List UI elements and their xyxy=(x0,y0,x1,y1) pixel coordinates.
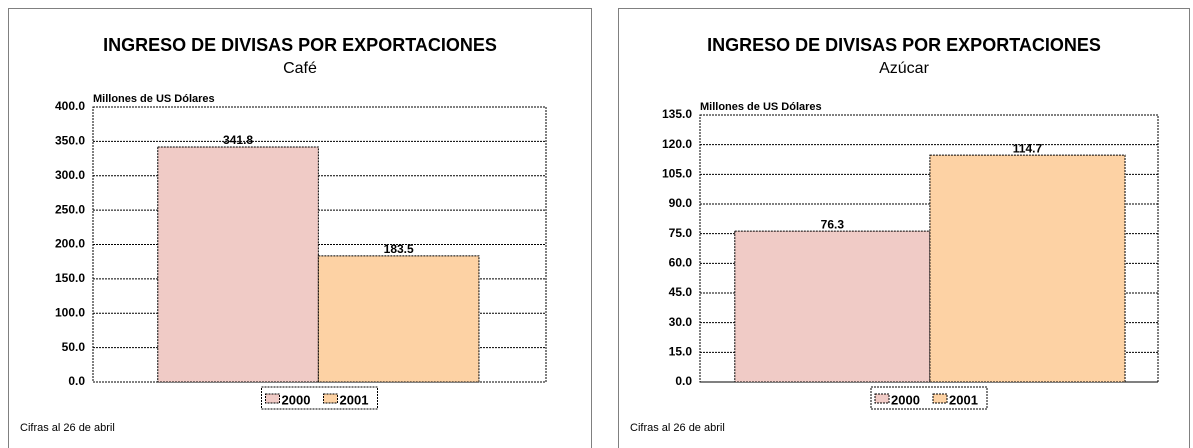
legend-box xyxy=(870,386,988,410)
legend-label: 2000 xyxy=(282,392,311,407)
chart-subtitle: Azúcar xyxy=(879,60,929,77)
y-tick-label: 350.0 xyxy=(55,134,85,148)
y-tick-label: 0.0 xyxy=(68,374,85,388)
y-tick-label: 150.0 xyxy=(55,271,85,285)
data-label: 341.8 xyxy=(223,133,253,147)
bar xyxy=(929,154,1126,383)
panel-border xyxy=(618,8,1190,448)
footnote: Cifras al 26 de abril xyxy=(630,422,725,434)
legend-swatch xyxy=(323,393,338,404)
y-tick-label: 15.0 xyxy=(669,345,693,359)
chart-subtitle: Café xyxy=(283,60,317,77)
chart-title: INGRESO DE DIVISAS POR EXPORTACIONES xyxy=(103,35,497,55)
y-tick-label: 300.0 xyxy=(55,168,85,182)
y-axis-label: Millones de US Dólares xyxy=(93,93,215,105)
y-tick-label: 90.0 xyxy=(669,196,693,210)
y-tick-label: 200.0 xyxy=(55,237,85,251)
y-tick-label: 0.0 xyxy=(675,374,692,388)
legend-swatch xyxy=(874,393,890,404)
y-tick-label: 100.0 xyxy=(55,305,85,319)
bar xyxy=(157,146,319,383)
bar xyxy=(317,255,480,383)
footnote: Cifras al 26 de abril xyxy=(20,422,115,434)
chart-panel: INGRESO DE DIVISAS POR EXPORTACIONES Café… xyxy=(8,8,592,448)
chart-title: INGRESO DE DIVISAS POR EXPORTACIONES xyxy=(707,35,1101,55)
legend-label: 2001 xyxy=(340,392,369,407)
bar xyxy=(734,230,931,383)
y-tick-label: 75.0 xyxy=(669,226,693,240)
panel-border xyxy=(8,8,592,448)
legend-swatch xyxy=(265,393,280,404)
data-label: 76.3 xyxy=(821,217,845,231)
y-tick-label: 45.0 xyxy=(669,285,693,299)
y-tick-label: 105.0 xyxy=(662,167,692,181)
legend-label: 2001 xyxy=(949,392,978,407)
y-tick-label: 135.0 xyxy=(662,107,692,121)
y-tick-label: 400.0 xyxy=(55,99,85,113)
y-tick-label: 30.0 xyxy=(669,315,693,329)
legend-swatch xyxy=(932,393,948,404)
chart-panel: INGRESO DE DIVISAS POR EXPORTACIONES Azúc… xyxy=(618,8,1190,448)
y-tick-label: 60.0 xyxy=(669,256,693,270)
y-axis-label: Millones de US Dólares xyxy=(700,101,822,113)
y-tick-label: 120.0 xyxy=(662,137,692,151)
data-label: 114.7 xyxy=(1013,141,1043,155)
y-tick-label: 50.0 xyxy=(62,340,86,354)
legend-box xyxy=(261,386,378,410)
legend-label: 2000 xyxy=(891,392,920,407)
data-label: 183.5 xyxy=(384,242,414,256)
y-tick-label: 250.0 xyxy=(55,202,85,216)
